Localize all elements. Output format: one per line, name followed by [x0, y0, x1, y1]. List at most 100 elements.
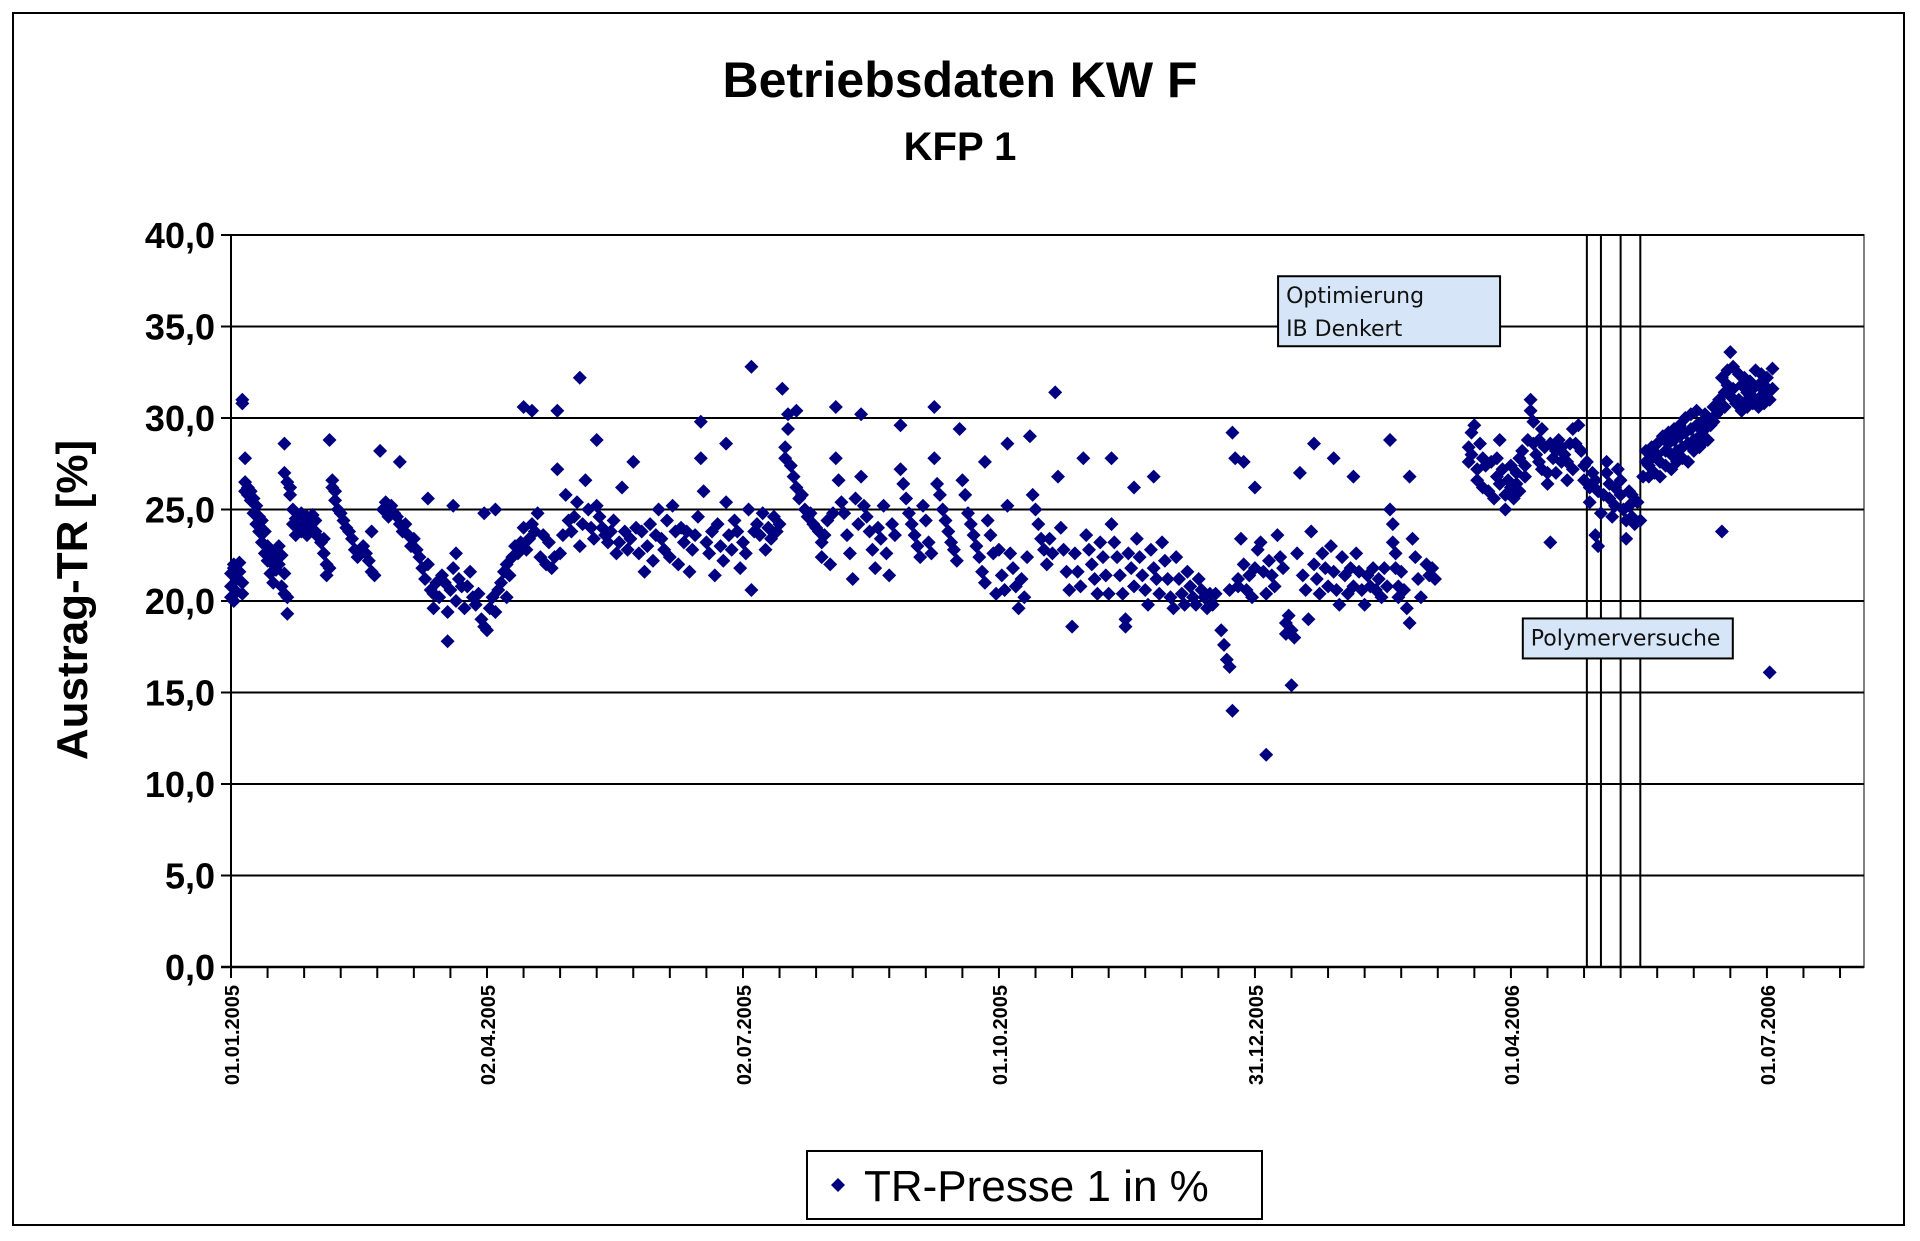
data-point: [899, 491, 914, 506]
data-point: [1053, 520, 1068, 535]
data-point: [831, 473, 846, 488]
data-point: [578, 473, 593, 488]
data-point: [1006, 561, 1020, 576]
data-point: [449, 546, 463, 561]
data-point: [927, 451, 942, 466]
data-point: [1467, 418, 1482, 433]
annotations: Optimierung IB Denkert Polymerversuche: [1277, 275, 1734, 660]
data-point: [1034, 531, 1049, 546]
data-point: [1574, 443, 1589, 458]
data-point: [1098, 568, 1113, 583]
data-point: [1540, 476, 1555, 491]
data-point: [502, 568, 517, 583]
data-point: [1762, 392, 1777, 407]
data-point: [1231, 572, 1246, 586]
data-point: [600, 535, 615, 550]
data-point: [398, 517, 413, 532]
data-point: [1107, 535, 1122, 550]
data-point: [308, 513, 323, 528]
data-point: [1765, 381, 1780, 396]
data-point: [280, 590, 295, 605]
data-point: [733, 561, 748, 576]
y-tick-label: 10,0: [145, 764, 215, 805]
data-point: [1599, 454, 1614, 469]
data-point: [688, 528, 703, 543]
data-point: [1610, 462, 1625, 477]
data-point: [685, 542, 700, 557]
data-point: [1582, 495, 1597, 510]
data-point: [1135, 568, 1150, 583]
data-point: [1208, 586, 1223, 601]
data-point: [446, 561, 461, 576]
data-point: [935, 502, 950, 517]
y-tick-label: 5,0: [165, 856, 215, 897]
data-point: [758, 542, 773, 557]
data-point: [418, 572, 433, 586]
data-point: [1025, 487, 1040, 502]
data-point: [1082, 542, 1096, 557]
data-point: [1402, 616, 1417, 630]
data-point: [530, 506, 545, 521]
data-point: [1349, 546, 1364, 561]
data-point: [1284, 678, 1299, 693]
data-point: [257, 524, 272, 539]
data-point: [1309, 572, 1324, 586]
data-point: [361, 553, 376, 568]
data-point: [1003, 546, 1018, 561]
data-point: [1399, 601, 1414, 616]
data-point: [1366, 561, 1381, 576]
data-point: [949, 553, 964, 568]
data-point: [1599, 465, 1614, 480]
data-point: [1191, 572, 1206, 586]
data-point: [1397, 583, 1411, 597]
data-point: [544, 561, 559, 576]
annotation-text: Optimierung: [1286, 284, 1424, 309]
data-point: [1056, 542, 1071, 557]
data-point: [893, 462, 908, 477]
data-point: [249, 498, 264, 513]
data-point: [426, 601, 441, 616]
chart-subtitle: KFP 1: [904, 125, 1017, 169]
data-point: [1104, 451, 1119, 466]
data-point: [738, 546, 753, 561]
data-point: [1087, 572, 1102, 586]
data-point: [460, 579, 475, 594]
data-point: [1681, 454, 1696, 469]
data-point: [1011, 601, 1026, 616]
data-point: [781, 422, 795, 436]
data-point: [707, 568, 722, 583]
data-point: [654, 531, 669, 546]
data-point: [432, 590, 447, 605]
data-point: [1613, 473, 1628, 488]
data-point: [277, 436, 292, 451]
data-point: [499, 590, 514, 605]
annotation-box: [1277, 275, 1502, 348]
data-point: [1307, 436, 1321, 451]
data-point: [626, 454, 641, 469]
data-point: [904, 517, 919, 532]
data-point: [1146, 469, 1161, 484]
data-point: [1534, 422, 1549, 436]
data-point: [488, 605, 503, 619]
data-point: [848, 491, 863, 506]
annotation-box: [1521, 617, 1734, 660]
data-point: [1371, 572, 1386, 586]
data-point: [1118, 612, 1133, 627]
data-point: [1295, 568, 1310, 583]
data-point: [449, 594, 463, 608]
data-point: [620, 542, 635, 557]
data-point: [1518, 458, 1532, 473]
data-point: [901, 506, 916, 521]
data-point: [775, 381, 790, 396]
x-tick-label: 01.07.2006: [1758, 985, 1780, 1085]
data-point: [322, 561, 337, 576]
data-point: [1160, 572, 1175, 586]
data-point: [854, 469, 869, 484]
legend-label: TR-Presse 1 in %: [864, 1162, 1209, 1211]
data-point: [1031, 517, 1046, 532]
data-point: [1473, 436, 1487, 451]
data-point: [907, 528, 922, 543]
data-point: [1205, 597, 1220, 612]
data-point: [868, 561, 883, 576]
data-point: [1177, 597, 1192, 612]
